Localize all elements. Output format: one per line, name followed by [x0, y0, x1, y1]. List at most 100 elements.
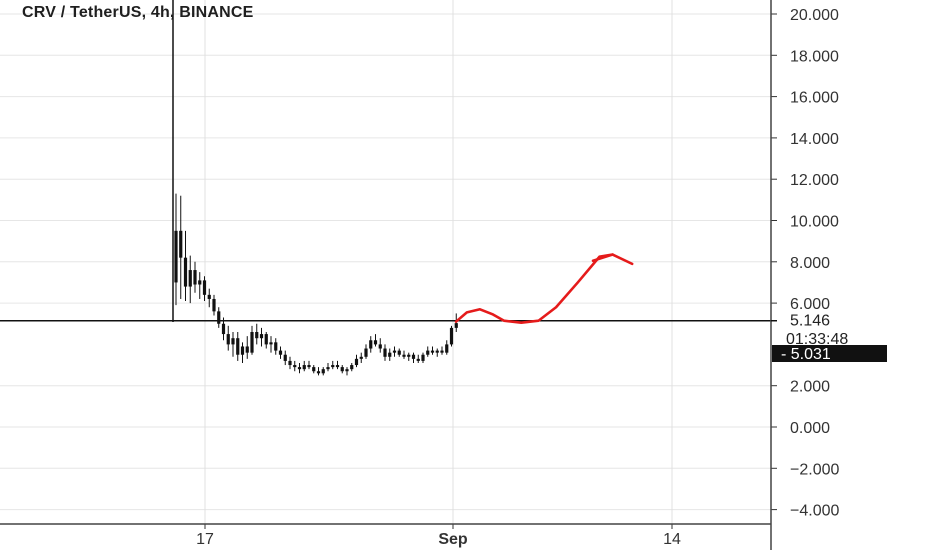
candle	[359, 352, 363, 363]
candle-body	[174, 230, 178, 283]
candle	[221, 317, 226, 341]
candle	[350, 362, 354, 372]
candle-body	[283, 354, 287, 361]
candle-body	[397, 350, 401, 355]
candle-body	[449, 327, 454, 345]
candle	[245, 336, 249, 359]
candle-body	[350, 365, 354, 370]
candle	[236, 332, 240, 361]
candle	[445, 340, 449, 355]
candle-body	[302, 365, 306, 370]
annotation-curve	[454, 253, 614, 325]
y-tick-label: 14.000	[790, 131, 839, 148]
y-tick-label: 10.000	[790, 214, 839, 231]
candle	[345, 367, 349, 376]
candle-body	[430, 350, 435, 353]
candle-body	[198, 280, 202, 285]
candle-body	[312, 367, 316, 372]
candle-body	[193, 270, 197, 285]
candle	[392, 346, 397, 357]
last-price-label: - 5.031	[781, 346, 831, 363]
candle	[402, 350, 406, 359]
y-tick-label: 12.000	[790, 172, 839, 189]
candle-body	[221, 323, 226, 335]
candle-body	[369, 340, 373, 349]
candle-body	[383, 348, 387, 357]
candle	[193, 261, 197, 293]
x-tick-label: 17	[196, 531, 214, 548]
candle-body	[454, 323, 458, 328]
candle-body	[269, 342, 273, 345]
candle	[202, 276, 207, 302]
candle	[212, 294, 216, 316]
candle-body	[231, 338, 235, 345]
candle-body	[445, 344, 449, 353]
candle	[316, 367, 321, 376]
chart-title: CRV / TetherUS, 4h, BINANCE	[22, 4, 254, 21]
candle-body	[340, 367, 344, 372]
candle-body	[245, 346, 249, 353]
candle	[231, 332, 235, 357]
candle	[188, 255, 192, 304]
x-tick-label: 14	[663, 531, 681, 548]
candle	[297, 362, 302, 374]
candle	[435, 348, 439, 357]
candle	[207, 288, 211, 308]
grid	[0, 0, 771, 524]
candle	[274, 338, 278, 355]
candle	[388, 348, 392, 361]
drawn-annotation	[454, 253, 634, 325]
candle	[288, 356, 292, 370]
candle-body	[188, 270, 192, 287]
candle	[378, 338, 382, 353]
level-label: 5.146	[790, 313, 830, 330]
y-tick-label: 16.000	[790, 90, 839, 107]
candle-body	[179, 230, 183, 258]
candle-body	[316, 371, 321, 374]
candle	[312, 365, 316, 374]
level-line-layer	[0, 0, 771, 322]
candle	[340, 365, 344, 374]
y-tick-label: 20.000	[790, 7, 839, 24]
candle-body	[392, 350, 397, 353]
candle	[426, 346, 430, 357]
candle-body	[354, 358, 359, 366]
countdown-label: 01:33:48	[786, 331, 848, 348]
candle	[278, 346, 283, 359]
candle-body	[278, 350, 283, 355]
candle	[302, 360, 306, 372]
candle	[198, 272, 202, 299]
candle	[430, 346, 435, 355]
y-tick-label: 18.000	[790, 48, 839, 65]
candle	[416, 354, 420, 363]
candle-body	[293, 365, 297, 368]
candle	[407, 352, 411, 361]
candle-body	[207, 294, 211, 299]
y-tick-label: −4.000	[790, 503, 839, 520]
candle-body	[402, 354, 406, 357]
candle-body	[226, 334, 230, 345]
candle-body	[335, 365, 340, 368]
candle-body	[435, 350, 439, 353]
candle-body	[240, 346, 245, 355]
candle-body	[421, 354, 425, 361]
candle	[354, 354, 359, 368]
y-tick-label: 8.000	[790, 255, 830, 272]
candle	[174, 193, 178, 306]
y-tick-label: 6.000	[790, 296, 830, 313]
candle	[269, 336, 273, 353]
candle	[321, 367, 325, 376]
candle-body	[288, 360, 292, 366]
candle-body	[259, 334, 264, 339]
candle	[217, 307, 221, 328]
y-tick-label: −2.000	[790, 461, 839, 478]
candle	[255, 323, 259, 345]
candle-body	[359, 356, 363, 359]
axes: 20.000 18.000 16.000 14.000 12.000 10.000 8.00…	[0, 0, 887, 550]
candle-body	[364, 348, 368, 357]
candle-body	[212, 298, 216, 312]
candle	[397, 348, 401, 357]
candle	[264, 332, 268, 349]
